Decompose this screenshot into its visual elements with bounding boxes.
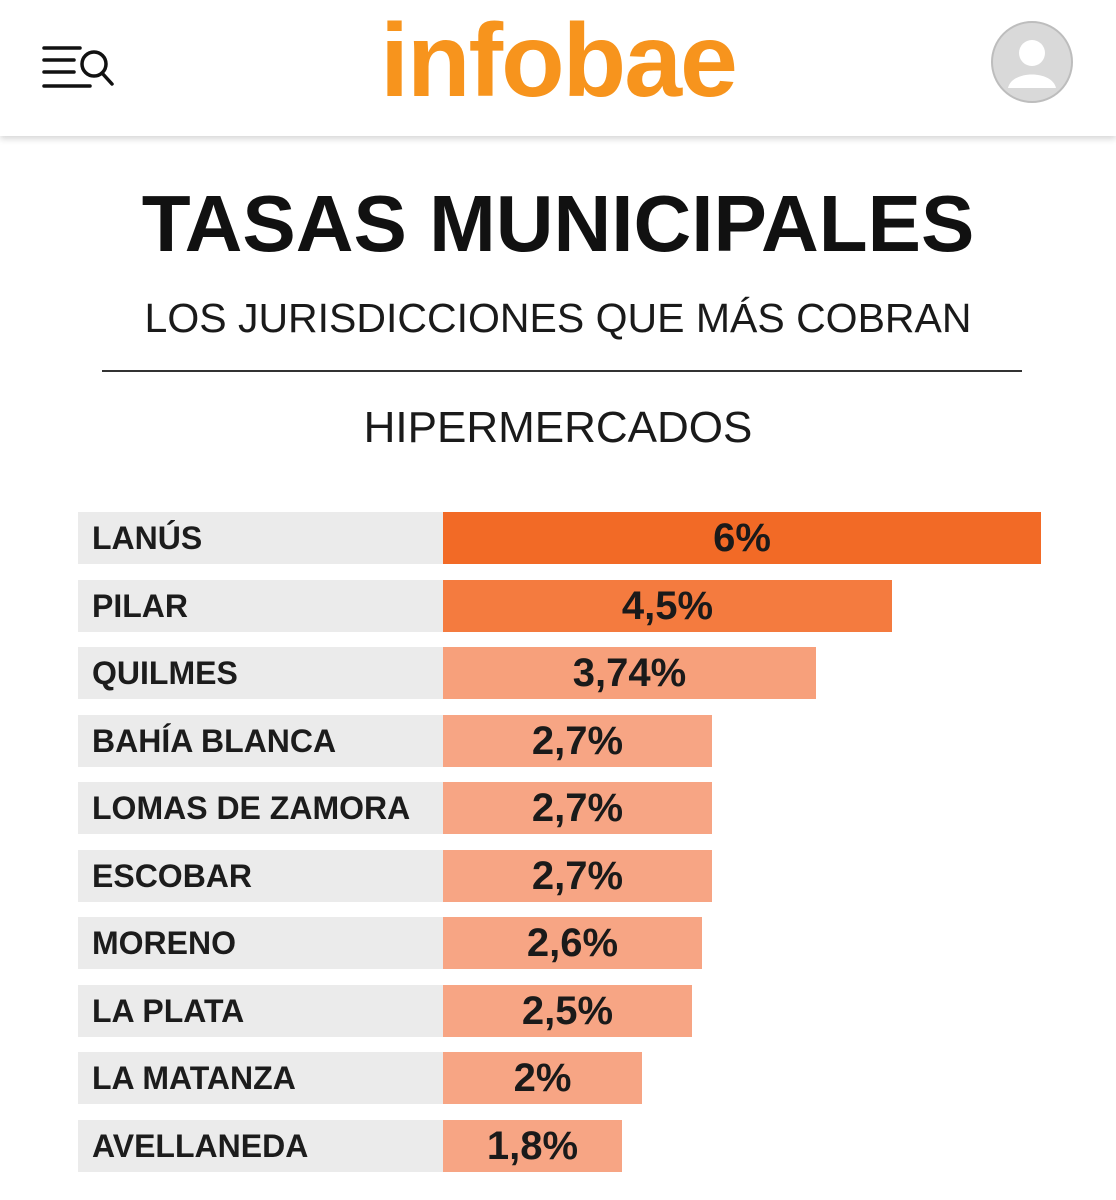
bar-value-label: 2% [513, 1056, 572, 1100]
bar [443, 985, 692, 1037]
bar-value-label: 2,7% [531, 854, 624, 898]
row-background [78, 782, 443, 834]
bar-value-label: 2,5% [521, 989, 614, 1033]
category-label: PILAR [92, 588, 188, 624]
category-label: AVELLANEDA [92, 1128, 309, 1164]
divider [102, 370, 1022, 372]
bar-value-label: 2,6% [526, 921, 619, 965]
menu-search-icon[interactable] [38, 38, 118, 98]
row-background [78, 512, 443, 564]
chart-subtitle: LOS JURISDICCIONES QUE MÁS COBRAN [144, 295, 972, 341]
bar [443, 512, 1041, 564]
bar-value-label: 6% [713, 516, 771, 560]
bar-value-label: 4,5% [621, 584, 714, 628]
bar [443, 782, 712, 834]
row-background [78, 647, 443, 699]
bar [443, 647, 816, 699]
row-background [78, 580, 443, 632]
category-label: LANÚS [92, 520, 203, 556]
bar-value-label: 2,7% [531, 786, 624, 830]
bar-value-label: 2,7% [531, 719, 624, 763]
row-background [78, 1120, 443, 1172]
category-label: LOMAS DE ZAMORA [92, 790, 411, 826]
brand-logo[interactable]: infobae [380, 3, 738, 119]
bar [443, 580, 892, 632]
chart-category-label: HIPERMERCADOS [363, 403, 753, 452]
category-label: LA PLATA [92, 993, 245, 1029]
bar [443, 917, 702, 969]
top-bar: infobae [0, 0, 1116, 136]
bar-value-label: 3,74% [572, 651, 687, 695]
category-label: LA MATANZA [92, 1060, 296, 1096]
category-label: MORENO [92, 925, 236, 961]
bar [443, 850, 712, 902]
row-background [78, 1052, 443, 1104]
category-label: ESCOBAR [92, 858, 253, 894]
bar [443, 715, 712, 767]
bar-value-label: 1,8% [486, 1124, 579, 1168]
bar [443, 1052, 642, 1104]
row-background [78, 917, 443, 969]
row-background [78, 850, 443, 902]
user-avatar-icon[interactable] [990, 20, 1074, 104]
category-label: BAHÍA BLANCA [92, 723, 337, 759]
row-background [78, 985, 443, 1037]
category-label: QUILMES [92, 655, 238, 691]
row-background [78, 715, 443, 767]
bar [443, 1120, 622, 1172]
chart-title: TASAS MUNICIPALES [141, 179, 975, 268]
